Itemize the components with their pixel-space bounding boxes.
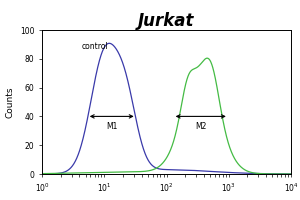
Text: M2: M2 (195, 122, 206, 131)
Title: Jurkat: Jurkat (138, 12, 195, 30)
Text: M1: M1 (106, 122, 117, 131)
Y-axis label: Counts: Counts (5, 86, 14, 118)
Text: control: control (82, 42, 109, 51)
